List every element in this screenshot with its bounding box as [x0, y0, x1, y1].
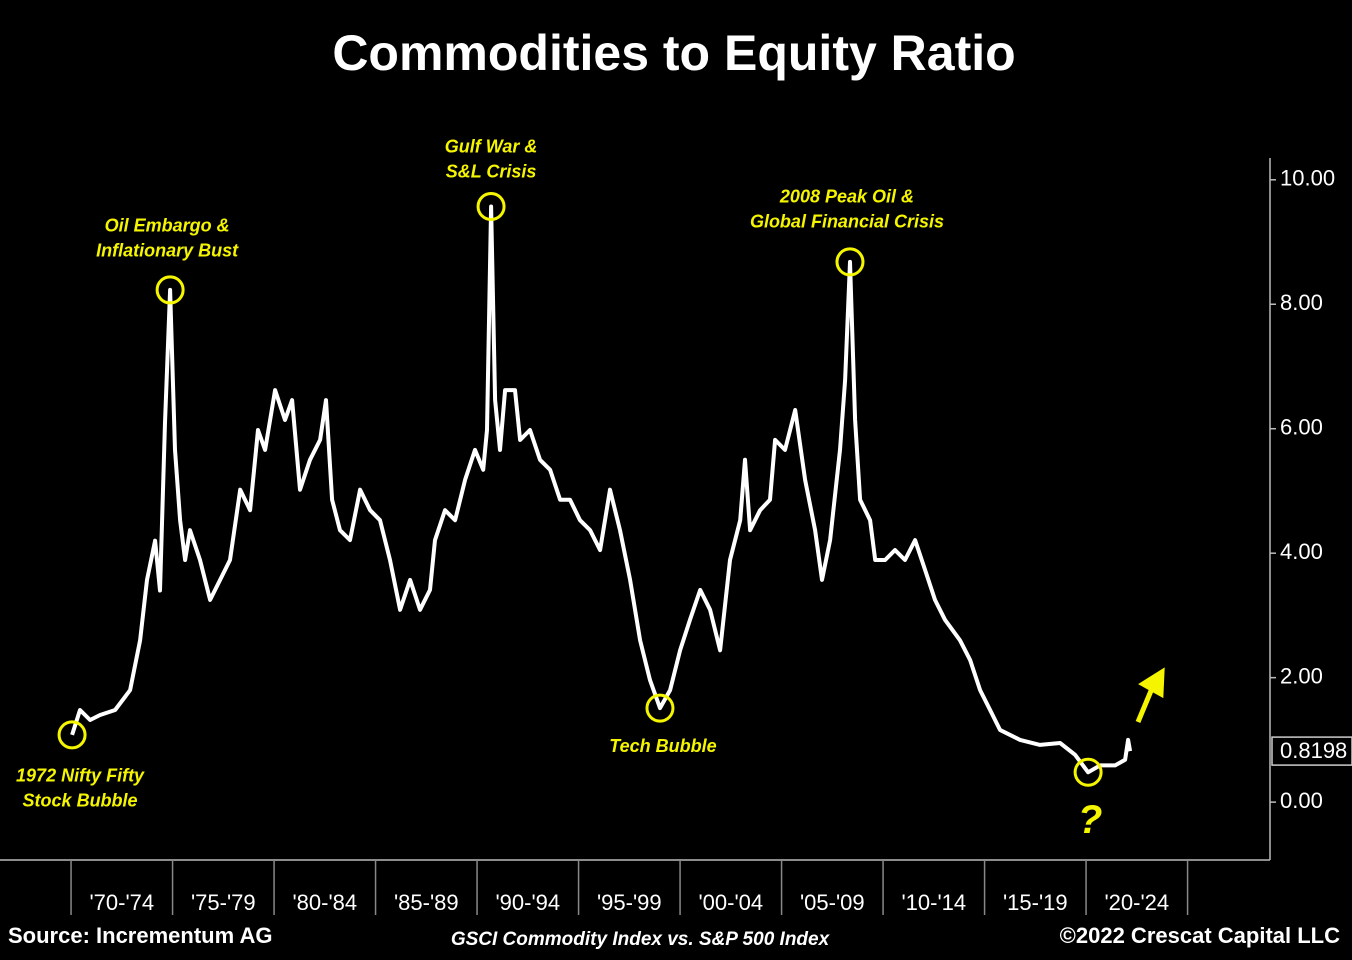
x-tick-label: '90-'94 [495, 890, 560, 915]
arrow [1135, 667, 1165, 723]
last-value-box [1271, 736, 1352, 766]
annotation: Gulf War & [445, 136, 538, 156]
subtitle: GSCI Commodity Index vs. S&P 500 Index [451, 929, 831, 950]
chart-title: Commodities to Equity Ratio [332, 25, 1015, 81]
highlight-circle [476, 192, 506, 222]
annotation: ? [1078, 798, 1102, 842]
annotation: 1972 Nifty Fifty [16, 766, 145, 786]
annotation: S&L Crisis [446, 161, 537, 181]
y-tick-label: 10.00 [1280, 166, 1335, 191]
x-tick-label: '10-'14 [901, 890, 966, 915]
x-tick-label: '00-'04 [698, 890, 763, 915]
annotation: 2008 Peak Oil & [779, 187, 914, 207]
annotation: Tech Bubble [609, 736, 716, 756]
x-tick-label: '15-'19 [1003, 890, 1068, 915]
y-tick-label: 8.00 [1280, 290, 1323, 315]
x-tick-label: '85-'89 [394, 890, 459, 915]
y-tick-label: 2.00 [1280, 663, 1323, 688]
y-tick-label: 6.00 [1280, 415, 1323, 440]
annotation: Global Financial Crisis [750, 212, 944, 232]
copyright: ©2022 Crescat Capital LLC [1060, 923, 1340, 948]
annotation: Stock Bubble [23, 791, 138, 811]
source: Source: Incrementum AG [8, 923, 272, 948]
highlight-circle [57, 720, 87, 750]
x-tick-label: '20-'24 [1104, 890, 1169, 915]
highlight-circle [835, 247, 865, 277]
x-tick-label: '80-'84 [292, 890, 357, 915]
annotation: Inflationary Bust [96, 241, 239, 261]
series-line [70, 204, 1133, 775]
highlight-circle [645, 693, 675, 723]
x-tick-label: '75-'79 [191, 890, 256, 915]
y-tick-label: 0.00 [1280, 788, 1323, 813]
annotation: Oil Embargo & [105, 216, 230, 236]
highlight-circle [1073, 757, 1103, 787]
highlight-circle [155, 275, 185, 305]
last-value-label: 0.8198 [1280, 738, 1347, 763]
x-tick-label: '70-'74 [89, 890, 154, 915]
y-tick-label: 4.00 [1280, 539, 1323, 564]
x-tick-label: '05-'09 [800, 890, 865, 915]
x-tick-label: '95-'99 [597, 890, 662, 915]
